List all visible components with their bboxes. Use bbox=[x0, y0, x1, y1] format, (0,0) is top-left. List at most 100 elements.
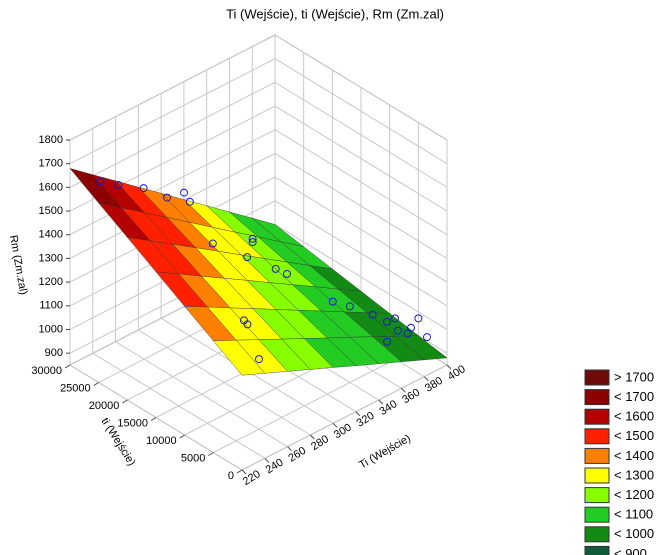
grid-line bbox=[274, 129, 448, 236]
y-tick-label: 15000 bbox=[117, 417, 148, 429]
tick-mark bbox=[64, 364, 71, 369]
grid-line bbox=[274, 81, 448, 188]
grid-line bbox=[274, 58, 448, 165]
data-point bbox=[383, 337, 392, 346]
data-point bbox=[254, 355, 263, 364]
tick-mark bbox=[150, 417, 157, 421]
z-tick-label: 1300 bbox=[39, 252, 63, 264]
y-tick-label: 10000 bbox=[146, 435, 177, 447]
data-point bbox=[114, 181, 123, 190]
legend-label: < 1500 bbox=[614, 428, 654, 443]
grid-line bbox=[274, 105, 448, 212]
data-point bbox=[403, 329, 412, 338]
tick-mark bbox=[208, 452, 214, 456]
legend-label: < 1000 bbox=[614, 526, 654, 541]
y-tick-label: 0 bbox=[228, 470, 234, 482]
tick-mark bbox=[378, 399, 384, 405]
data-point bbox=[248, 234, 257, 243]
legend-label: > 1700 bbox=[614, 369, 654, 384]
tick-mark bbox=[423, 376, 429, 382]
tick-mark bbox=[446, 364, 452, 370]
z-tick-label: 900 bbox=[45, 347, 63, 359]
legend-swatch bbox=[584, 447, 610, 464]
grid-line bbox=[274, 152, 448, 259]
z-tick-label: 1000 bbox=[39, 323, 63, 335]
data-point bbox=[283, 269, 292, 278]
surface bbox=[69, 168, 448, 376]
grid-line bbox=[69, 58, 276, 165]
legend-swatch bbox=[584, 545, 610, 555]
legend-label: < 1400 bbox=[614, 448, 654, 463]
legend-label: < 1700 bbox=[614, 389, 654, 404]
grid-line bbox=[213, 347, 419, 453]
legend-label: < 1200 bbox=[614, 487, 654, 502]
tick-mark bbox=[309, 434, 315, 440]
chart-title: Ti (Wejście), ti (Wejście), Rm (Zm.zal) bbox=[226, 6, 444, 21]
y-tick-label: 30000 bbox=[31, 365, 62, 377]
data-point bbox=[406, 323, 415, 332]
data-point bbox=[180, 188, 189, 197]
y-tick-label: 20000 bbox=[89, 400, 120, 412]
data-point bbox=[345, 302, 354, 311]
z-tick-label: 1400 bbox=[39, 229, 63, 241]
data-point bbox=[243, 253, 252, 262]
data-point bbox=[368, 310, 377, 319]
data-point bbox=[390, 314, 399, 323]
data-point bbox=[423, 333, 432, 342]
legend-swatch bbox=[584, 369, 610, 386]
data-point bbox=[248, 238, 257, 247]
z-tick-label: 1700 bbox=[39, 158, 63, 170]
z-tick-label: 1500 bbox=[39, 205, 63, 217]
tick-mark bbox=[287, 446, 292, 452]
data-point bbox=[383, 317, 392, 326]
z-tick-label: 1800 bbox=[39, 134, 63, 146]
data-point bbox=[139, 184, 148, 193]
legend-label: < 1600 bbox=[614, 409, 654, 424]
tick-mark bbox=[236, 469, 243, 474]
legend-label: < 1100 bbox=[614, 507, 653, 522]
tick-mark bbox=[332, 422, 338, 428]
data-point bbox=[328, 297, 337, 306]
data-point bbox=[414, 314, 423, 323]
data-point bbox=[243, 320, 252, 329]
data-point bbox=[163, 193, 172, 202]
tick-mark bbox=[355, 411, 361, 417]
y-tick-label: 5000 bbox=[181, 452, 205, 464]
legend-swatch bbox=[584, 487, 610, 504]
grid-line bbox=[69, 34, 276, 141]
tick-mark bbox=[122, 399, 128, 404]
data-point bbox=[271, 264, 280, 273]
grid-line bbox=[69, 129, 276, 236]
grid-line bbox=[274, 34, 448, 141]
grid-line bbox=[241, 364, 448, 471]
data-point bbox=[96, 177, 105, 186]
y-tick-label: 25000 bbox=[60, 382, 91, 394]
legend-swatch bbox=[584, 526, 610, 543]
legend-label: < 900 bbox=[614, 546, 647, 555]
surface-cell bbox=[212, 339, 266, 376]
grid-line bbox=[69, 81, 276, 188]
grid-line bbox=[274, 176, 448, 283]
points bbox=[96, 177, 432, 364]
grid-line bbox=[274, 224, 448, 330]
legend-swatch bbox=[584, 408, 610, 425]
z-tick-label: 1100 bbox=[39, 300, 63, 312]
data-point bbox=[393, 326, 402, 335]
tick-mark bbox=[264, 457, 270, 463]
legend-swatch bbox=[584, 506, 610, 523]
legend-swatch bbox=[584, 389, 610, 406]
data-point bbox=[208, 239, 217, 248]
tick-mark bbox=[179, 434, 185, 439]
legend-swatch bbox=[584, 467, 610, 484]
legend-swatch bbox=[584, 428, 610, 445]
z-tick-label: 1600 bbox=[39, 181, 63, 193]
tick-mark bbox=[241, 469, 247, 475]
tick-mark bbox=[93, 382, 99, 386]
data-point bbox=[185, 197, 194, 206]
grid-line bbox=[274, 200, 448, 307]
legend-label: < 1300 bbox=[614, 467, 654, 482]
legend: > 1700 < 1700 < 1600 < 1500 < 1400 < 1300 < 12… bbox=[584, 369, 654, 555]
tick-mark bbox=[401, 387, 406, 393]
z-tick-label: 1200 bbox=[39, 276, 63, 288]
